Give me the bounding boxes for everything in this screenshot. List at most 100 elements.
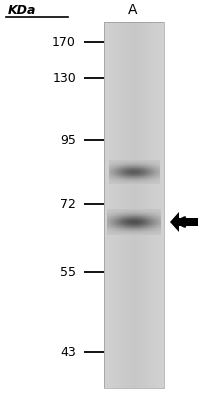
Bar bbox=[145, 226, 146, 227]
Bar bbox=[121, 216, 122, 217]
Bar bbox=[121, 178, 122, 179]
Bar bbox=[146, 176, 147, 177]
Bar bbox=[108, 225, 109, 226]
Bar bbox=[138, 174, 139, 175]
Bar bbox=[119, 234, 120, 235]
Bar bbox=[129, 219, 130, 220]
Bar bbox=[153, 225, 154, 226]
Bar bbox=[155, 226, 156, 227]
Bar bbox=[139, 224, 140, 225]
Bar bbox=[145, 180, 146, 181]
Bar bbox=[154, 169, 155, 170]
Bar bbox=[139, 209, 140, 210]
Bar bbox=[157, 180, 158, 181]
Bar bbox=[147, 226, 148, 227]
Bar bbox=[115, 226, 116, 227]
Bar bbox=[145, 215, 146, 216]
Bar bbox=[157, 220, 158, 221]
Bar bbox=[139, 170, 140, 171]
Polygon shape bbox=[170, 212, 198, 232]
Bar bbox=[141, 182, 142, 183]
Bar bbox=[118, 213, 119, 214]
Bar bbox=[149, 211, 150, 212]
Bar bbox=[116, 213, 117, 214]
Bar bbox=[136, 227, 137, 228]
Bar bbox=[124, 182, 125, 183]
Bar bbox=[123, 182, 124, 183]
Bar bbox=[115, 213, 116, 214]
Bar bbox=[116, 177, 117, 178]
Bar bbox=[157, 161, 158, 162]
Bar bbox=[123, 224, 124, 225]
Bar bbox=[141, 170, 142, 171]
Bar bbox=[138, 211, 139, 212]
Bar bbox=[159, 179, 160, 180]
Bar bbox=[113, 173, 114, 174]
Bar bbox=[130, 168, 131, 169]
Bar bbox=[137, 179, 138, 180]
Bar bbox=[148, 215, 149, 216]
Bar bbox=[152, 167, 153, 168]
Bar bbox=[145, 182, 146, 183]
Bar bbox=[151, 165, 152, 166]
Bar bbox=[122, 231, 123, 232]
Bar bbox=[128, 165, 129, 166]
Bar bbox=[113, 160, 114, 161]
Bar bbox=[122, 173, 123, 174]
Bar bbox=[158, 167, 159, 168]
Bar bbox=[107, 226, 108, 227]
Bar bbox=[117, 209, 118, 210]
Bar bbox=[122, 164, 123, 165]
Bar bbox=[156, 167, 157, 168]
Bar bbox=[152, 217, 153, 218]
Bar bbox=[116, 231, 117, 232]
Bar bbox=[144, 227, 145, 228]
Bar bbox=[115, 215, 116, 216]
Bar bbox=[117, 160, 118, 161]
Bar bbox=[141, 221, 142, 222]
Bar bbox=[123, 220, 124, 221]
Bar bbox=[157, 234, 158, 235]
Bar bbox=[138, 230, 139, 231]
Bar bbox=[140, 175, 141, 176]
Bar bbox=[115, 209, 116, 210]
Bar bbox=[144, 171, 145, 172]
Bar bbox=[144, 177, 145, 178]
Bar bbox=[107, 213, 108, 214]
Bar bbox=[149, 179, 150, 180]
Bar bbox=[150, 220, 151, 221]
Bar bbox=[130, 227, 131, 228]
Bar bbox=[150, 22, 151, 388]
Bar bbox=[123, 166, 124, 167]
Bar bbox=[136, 226, 137, 227]
Bar bbox=[132, 170, 133, 171]
Bar bbox=[145, 179, 146, 180]
Bar bbox=[125, 216, 126, 217]
Bar bbox=[112, 173, 113, 174]
Bar bbox=[149, 162, 150, 163]
Bar bbox=[154, 228, 155, 229]
Bar bbox=[150, 182, 151, 183]
Bar bbox=[136, 225, 137, 226]
Bar bbox=[121, 222, 122, 223]
Bar bbox=[152, 175, 153, 176]
Bar bbox=[133, 211, 134, 212]
Bar bbox=[121, 174, 122, 175]
Bar bbox=[157, 165, 158, 166]
Bar bbox=[109, 182, 110, 183]
Bar bbox=[154, 180, 155, 181]
Bar bbox=[157, 212, 158, 213]
Bar bbox=[111, 168, 112, 169]
Bar bbox=[141, 219, 142, 220]
Bar bbox=[150, 215, 151, 216]
Bar bbox=[144, 219, 145, 220]
Bar bbox=[146, 211, 147, 212]
Bar bbox=[132, 227, 133, 228]
Bar bbox=[120, 175, 121, 176]
Bar bbox=[131, 228, 132, 229]
Bar bbox=[132, 181, 133, 182]
Bar bbox=[144, 234, 145, 235]
Bar bbox=[138, 209, 139, 210]
Bar bbox=[133, 218, 134, 219]
Bar bbox=[147, 222, 148, 223]
